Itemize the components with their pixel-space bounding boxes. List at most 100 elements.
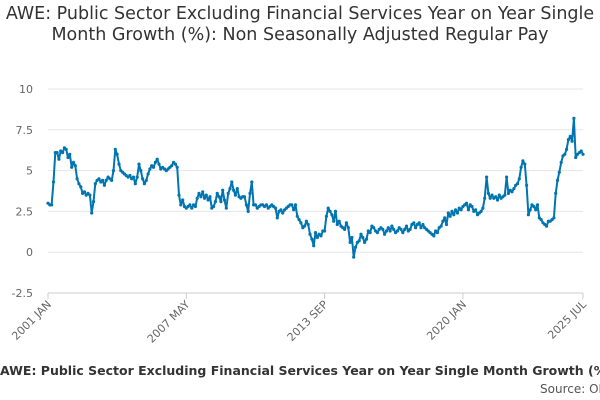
data-point bbox=[488, 196, 492, 200]
data-point bbox=[273, 206, 278, 210]
x-tick-label: 2001 JAN bbox=[9, 298, 54, 343]
data-point bbox=[552, 216, 556, 220]
data-point bbox=[448, 214, 452, 218]
data-point bbox=[368, 231, 372, 235]
data-point bbox=[75, 177, 79, 181]
data-point bbox=[443, 216, 447, 220]
data-point bbox=[363, 240, 367, 244]
data-point bbox=[497, 193, 501, 197]
data-point bbox=[435, 231, 439, 235]
legend-label: AWE: Public Sector Excluding Financial S… bbox=[0, 363, 600, 378]
data-point bbox=[297, 218, 301, 222]
data-point bbox=[153, 160, 157, 164]
data-point bbox=[344, 221, 348, 225]
data-point bbox=[295, 214, 299, 218]
data-point bbox=[133, 182, 137, 186]
x-tick-label: 2025 JUL bbox=[545, 297, 589, 341]
data-point bbox=[304, 219, 308, 223]
data-point bbox=[315, 235, 319, 240]
data-point bbox=[188, 203, 192, 207]
data-point bbox=[233, 193, 237, 197]
data-point bbox=[566, 138, 571, 142]
data-point bbox=[197, 191, 201, 195]
y-tick-label: 7.5 bbox=[16, 124, 34, 137]
data-point bbox=[353, 245, 358, 249]
data-point bbox=[228, 187, 232, 191]
data-point bbox=[486, 191, 490, 195]
data-point bbox=[503, 193, 507, 197]
data-point bbox=[568, 134, 572, 138]
data-point bbox=[539, 218, 543, 222]
data-point bbox=[173, 162, 177, 166]
data-point bbox=[532, 204, 536, 209]
data-point bbox=[71, 160, 76, 164]
data-point bbox=[581, 152, 585, 156]
data-point bbox=[57, 157, 61, 161]
data-point bbox=[146, 172, 150, 176]
data-point bbox=[141, 177, 145, 181]
data-point bbox=[474, 208, 478, 212]
data-point bbox=[328, 209, 332, 213]
data-point bbox=[170, 164, 174, 168]
data-point bbox=[332, 219, 336, 223]
y-tick-label: 5 bbox=[26, 165, 33, 178]
data-point bbox=[383, 232, 387, 236]
data-point bbox=[128, 173, 132, 178]
data-point bbox=[91, 200, 96, 204]
x-tick-label: 2020 JAN bbox=[424, 298, 469, 343]
data-point bbox=[452, 213, 456, 217]
x-tick-label: 2007 MAY bbox=[145, 298, 193, 346]
data-point bbox=[404, 224, 409, 228]
data-point bbox=[88, 193, 92, 197]
data-point bbox=[570, 139, 574, 143]
data-point bbox=[102, 183, 106, 187]
data-point bbox=[61, 151, 65, 155]
data-point bbox=[523, 162, 527, 166]
data-point bbox=[290, 203, 294, 207]
data-point bbox=[319, 234, 323, 238]
data-point bbox=[155, 157, 159, 161]
data-point bbox=[55, 151, 59, 155]
gridlines bbox=[48, 88, 583, 294]
data-point bbox=[495, 198, 500, 202]
data-point bbox=[250, 180, 254, 184]
data-point bbox=[199, 195, 203, 199]
data-point bbox=[421, 222, 425, 227]
y-tick-label: 10 bbox=[19, 83, 33, 96]
data-point bbox=[51, 180, 56, 184]
data-point bbox=[204, 193, 208, 197]
chart-title: AWE: Public Sector Excluding Financial S… bbox=[5, 4, 595, 45]
data-point bbox=[79, 185, 83, 189]
data-point bbox=[201, 190, 205, 194]
data-point bbox=[439, 224, 443, 228]
data-point bbox=[206, 198, 210, 202]
data-point bbox=[70, 165, 74, 169]
source-label: Source: ONS bbox=[540, 382, 600, 396]
data-point bbox=[217, 195, 221, 199]
data-point bbox=[193, 204, 197, 209]
y-tick-label: 0 bbox=[26, 246, 33, 259]
data-point bbox=[335, 222, 339, 227]
data-point bbox=[323, 229, 327, 233]
data-point bbox=[399, 227, 403, 231]
data-point bbox=[232, 188, 236, 192]
data-point bbox=[222, 198, 227, 202]
data-point bbox=[333, 209, 338, 213]
data-point bbox=[202, 196, 207, 200]
data-point bbox=[131, 175, 136, 179]
data-point bbox=[137, 162, 141, 166]
data-point bbox=[446, 211, 450, 215]
data-point bbox=[93, 182, 97, 186]
data-point bbox=[384, 229, 389, 233]
data-point bbox=[525, 183, 529, 187]
data-point bbox=[521, 159, 525, 163]
data-point bbox=[470, 204, 474, 209]
data-point bbox=[208, 195, 212, 199]
data-point bbox=[219, 200, 223, 204]
data-point bbox=[505, 175, 509, 179]
data-point bbox=[563, 152, 567, 156]
data-point bbox=[441, 219, 445, 223]
data-point bbox=[337, 219, 341, 223]
